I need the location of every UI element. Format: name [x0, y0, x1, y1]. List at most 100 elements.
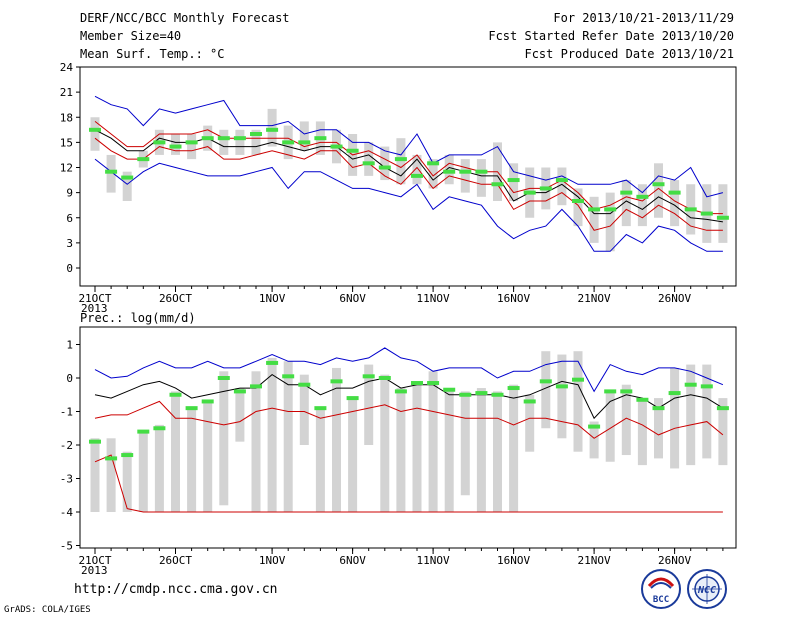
temp-xtick-label: 21OCT	[78, 292, 111, 305]
prec-box-28	[541, 351, 551, 429]
prec-median-35	[652, 406, 665, 411]
temp-median-31	[588, 207, 601, 212]
prec-median-26	[507, 386, 520, 391]
temp-box-2	[122, 171, 132, 201]
temp-median-14	[314, 136, 327, 141]
prec-median-5	[169, 392, 182, 397]
prec-median-2	[121, 453, 134, 458]
prec-median-20	[411, 381, 423, 386]
prec-frame	[79, 326, 737, 549]
temp-median-27	[523, 190, 536, 195]
temp-box-21	[428, 159, 438, 189]
prec-xtick-label: 6NOV	[339, 554, 366, 567]
prec-line-max	[94, 347, 724, 393]
variable-label: Mean Surf. Temp.: °C	[80, 47, 225, 61]
prec-box-31	[589, 421, 599, 459]
temp-frame	[79, 66, 737, 287]
prec-median-14	[314, 406, 327, 411]
prec-box-35	[654, 398, 663, 459]
prec-box-11	[267, 357, 277, 512]
temp-median-13	[298, 140, 311, 145]
bcc-logo-text: BCC	[653, 595, 669, 605]
temp-box-13	[299, 121, 309, 151]
temp-median-23	[459, 169, 472, 174]
prec-box-27	[525, 394, 535, 452]
temp-median-29	[555, 178, 568, 183]
prec-ytick-label: -1	[60, 406, 73, 419]
temp-year-label: 2013	[81, 302, 108, 315]
temp-median-26	[507, 178, 520, 183]
prec-box-17	[364, 364, 374, 445]
temp-median-20	[411, 173, 423, 178]
temp-ytick-label: 24	[60, 61, 74, 74]
prec-median-19	[394, 389, 407, 394]
source-url[interactable]: http://cmdp.ncc.cma.gov.cn	[74, 582, 278, 597]
temp-line-mean	[94, 129, 723, 223]
temp-median-7	[201, 136, 214, 141]
temp-median-3	[137, 157, 150, 162]
prec-median-30	[572, 377, 584, 382]
temp-box-35	[654, 163, 663, 218]
temp-median-33	[620, 190, 633, 195]
prec-median-0	[89, 439, 101, 444]
temp-median-9	[233, 136, 246, 141]
temp-ytick-label: 9	[66, 187, 73, 200]
prec-median-3	[137, 429, 150, 434]
prec-box-33	[621, 384, 631, 456]
prec-median-1	[105, 456, 118, 461]
prec-year-label: 2013	[81, 564, 108, 577]
temp-median-25	[491, 182, 504, 187]
prec-box-18	[380, 374, 390, 512]
temp-median-2	[121, 175, 134, 180]
prec-box-6	[187, 408, 197, 512]
prec-median-4	[153, 426, 166, 431]
prec-median-32	[604, 389, 617, 394]
prec-median-16	[346, 396, 359, 401]
temp-ytick-label: 6	[66, 212, 73, 225]
prec-median-22	[443, 387, 456, 392]
temp-median-4	[153, 140, 166, 145]
temp-box-19	[396, 138, 406, 185]
prec-xtick-label: 26OCT	[159, 554, 192, 567]
prec-median-37	[684, 382, 697, 387]
temp-box-10	[251, 129, 261, 155]
prec-median-15	[330, 379, 343, 384]
temp-xtick-label: 11NOV	[417, 292, 450, 305]
fcst-started-date: Fcst Started Refer Date 2013/10/20	[488, 29, 734, 43]
prec-box-36	[670, 367, 680, 469]
prec-median-7	[201, 399, 214, 404]
prec-median-23	[459, 392, 472, 397]
prec-box-13	[299, 374, 309, 445]
temp-box-31	[589, 196, 599, 243]
temp-median-38	[700, 211, 713, 216]
temp-box-34	[637, 184, 647, 227]
prec-box-9	[235, 388, 245, 442]
temp-line-upper	[94, 121, 723, 215]
temp-box-20	[412, 154, 422, 185]
temp-median-22	[443, 169, 456, 174]
prec-median-38	[700, 384, 713, 389]
prec-box-10	[251, 371, 261, 512]
prec-ytick-label: -4	[60, 506, 74, 519]
ncc-logo-text: NCC	[697, 585, 716, 596]
prec-box-32	[605, 391, 615, 462]
prec-median-8	[217, 376, 230, 380]
prec-median-18	[378, 376, 391, 380]
prec-ytick-label: 1	[66, 339, 73, 352]
prec-median-36	[668, 391, 681, 396]
prec-box-29	[557, 354, 567, 439]
temp-median-24	[475, 169, 488, 174]
prec-box-38	[702, 364, 712, 459]
prec-median-6	[185, 406, 198, 411]
prec-box-34	[637, 398, 647, 466]
prec-xtick-label: 16NOV	[497, 554, 530, 567]
temp-box-18	[380, 146, 390, 181]
prec-box-2	[122, 451, 132, 512]
prec-line-mean	[94, 373, 724, 420]
temp-box-11	[267, 108, 277, 147]
prec-box-5	[171, 391, 180, 512]
prec-median-10	[250, 384, 262, 389]
prec-box-26	[509, 384, 519, 512]
prec-median-27	[523, 399, 536, 404]
prec-ytick-label: -3	[60, 473, 73, 486]
